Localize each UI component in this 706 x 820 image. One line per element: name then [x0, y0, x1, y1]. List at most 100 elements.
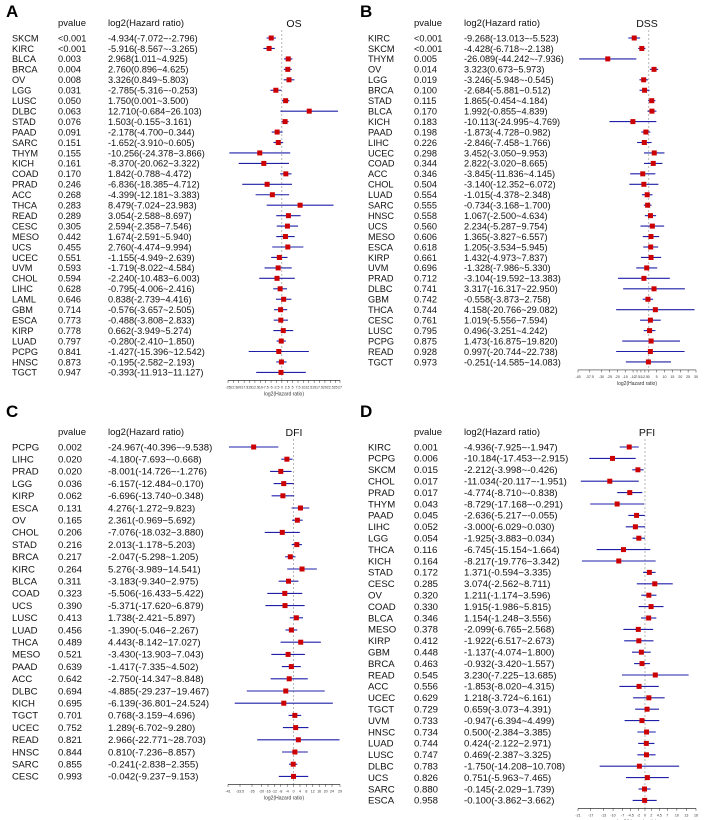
hr-point [639, 661, 645, 667]
cancer-label: LAML [12, 295, 36, 305]
hr-point [286, 77, 292, 83]
pvalue-cell: 0.170 [414, 106, 437, 116]
pvalue-cell: <0.001 [58, 44, 86, 54]
cancer-label: GBM [368, 295, 389, 305]
hr-ci-cell: -2.178(-4.700~0.344) [108, 127, 195, 137]
cancer-label: ESCA [12, 503, 39, 514]
pvalue-cell: 0.015 [414, 465, 438, 476]
pvalue-cell: 0.305 [58, 221, 81, 231]
cancer-label: OV [368, 65, 382, 75]
pvalue-header: pvalue [58, 18, 86, 29]
cancer-label: SARC [12, 760, 39, 771]
pvalue-cell: 0.752 [58, 723, 82, 734]
pvalue-cell: 0.003 [58, 54, 81, 64]
hr-point [649, 223, 655, 229]
hr-point [278, 359, 284, 365]
pvalue-cell: <0.001 [414, 33, 442, 43]
hr-point [650, 160, 656, 166]
forest-plot-dfi: pvalue log2(Hazard ratio) DFI PCPG 0.002 -24.… [12, 427, 342, 801]
cancer-label: ACC [368, 682, 388, 693]
hr-point [634, 512, 640, 518]
hr-ci-cell: -0.251(-14.585~14.083) [464, 357, 561, 367]
hr-point [282, 119, 288, 125]
hr-ci-cell: 4.443(-8.142~17.027) [108, 638, 201, 649]
pvalue-cell: 0.014 [414, 65, 437, 75]
x-tick-label: 10 [675, 813, 679, 817]
cancer-label: SKCM [12, 33, 39, 43]
hr-point [648, 244, 654, 250]
hr-point [651, 150, 657, 156]
pvalue-cell: 0.880 [414, 784, 438, 795]
pvalue-cell: 0.183 [414, 117, 437, 127]
forest-panel-dfi: C pvalue log2(Hazard ratio) DFI PCPG 0.002 -2… [0, 400, 350, 820]
cancer-label: KIRP [368, 636, 390, 647]
hr-point [644, 706, 650, 712]
pvalue-cell: 0.555 [414, 201, 437, 211]
pvalue-cell: 0.489 [58, 638, 82, 649]
hr-ci-cell: 2.968(1.011~4.925) [108, 54, 188, 64]
cancer-label: MESO [12, 650, 40, 661]
pvalue-cell: 0.020 [58, 455, 82, 466]
pvalue-cell: 0.694 [58, 686, 83, 697]
hr-ci-cell: -4.774(-8.710~-0.838) [464, 488, 558, 499]
pvalue-cell: 0.442 [58, 232, 81, 242]
pvalue-cell: 0.642 [58, 674, 82, 685]
pvalue-cell: 0.206 [58, 528, 82, 539]
hr-ci-cell: -6.745(-15.154~1.664) [464, 545, 560, 556]
pvalue-cell: 0.052 [414, 522, 438, 533]
cancer-label: STAD [12, 117, 36, 127]
cancer-label: BLCA [368, 613, 394, 624]
hr-ci-cell: -0.488(-3.808~2.833) [108, 315, 195, 325]
hr-ci-cell: 0.500(-2.384~3.385) [464, 727, 551, 738]
hr-ci-cell: -2.846(-7.458~1.766) [464, 138, 551, 148]
x-tick-label: -21 [575, 813, 580, 817]
pvalue-cell: 0.545 [414, 670, 438, 681]
pvalue-cell: 0.744 [414, 739, 439, 750]
pvalue-cell: 0.558 [414, 211, 437, 221]
x-tick-label: -25 [225, 385, 230, 389]
hr-point [275, 140, 281, 145]
pvalue-cell: 0.076 [58, 117, 81, 127]
hr-point [646, 615, 652, 621]
cancer-label: BLCA [12, 577, 38, 588]
hr-point [647, 317, 653, 323]
hr-ci-cell: 1.750(0.001~3.500) [108, 96, 188, 106]
pvalue-cell: 0.554 [414, 190, 437, 200]
hr-ci-cell: -4.180(-7.693~-0.668) [108, 455, 202, 466]
hr-ci-cell: -8.729(-17.168~-0.291) [464, 499, 563, 510]
cancer-label: ESCA [368, 796, 395, 807]
hr-ci-cell: -1.652(-3.910~0.605) [108, 138, 195, 148]
hr-point [645, 296, 651, 302]
hr-ci-cell: 0.496(-3.251~4.242) [464, 326, 548, 336]
hr-ci-cell: 0.424(-2.122~2.971) [464, 739, 551, 750]
pvalue-cell: 0.100 [414, 86, 437, 96]
hr-ci-cell: -5.506(-16.433~5.422) [108, 589, 204, 600]
hr-point [275, 265, 281, 271]
hr-point [648, 234, 654, 240]
pvalue-cell: 0.733 [414, 716, 438, 727]
hr-ci-cell: -0.734(-3.168~1.700) [464, 201, 551, 211]
hr-ci-cell: 2.822(-3.020~8.665) [464, 159, 548, 169]
hr-ci-cell: 1.218(-3.724~6.161) [464, 693, 551, 704]
hr-point [274, 275, 280, 281]
cancer-label: HNSC [12, 747, 39, 758]
pvalue-cell: 0.556 [414, 682, 438, 693]
hr-point [285, 651, 291, 657]
pvalue-cell: 0.045 [414, 511, 438, 522]
hr-point [638, 649, 644, 655]
hr-ci-cell: -1.853(-8.020~4.315) [464, 682, 554, 693]
hr-ci-cell: -0.100(-3.862~3.662) [464, 796, 554, 807]
hr-ci-cell: 3.323(0.673~5.973) [464, 65, 544, 75]
hr-point [278, 317, 284, 323]
x-tick-label: -30 [599, 375, 604, 379]
panel-label: C [6, 402, 19, 421]
hr-ci-cell: 8.479(-7.024~23.983) [108, 201, 197, 211]
pvalue-cell: 0.629 [414, 693, 438, 704]
hr-point [285, 56, 291, 62]
hr-point [285, 213, 291, 219]
cancer-label: HNSC [368, 727, 395, 738]
cancer-label: LGG [368, 75, 387, 85]
hr-ci-cell: -1.015(-4.378~2.348) [464, 190, 551, 200]
hr-ci-cell: -0.145(-2.029~1.739) [464, 784, 554, 795]
cancer-label: THYM [368, 54, 394, 64]
